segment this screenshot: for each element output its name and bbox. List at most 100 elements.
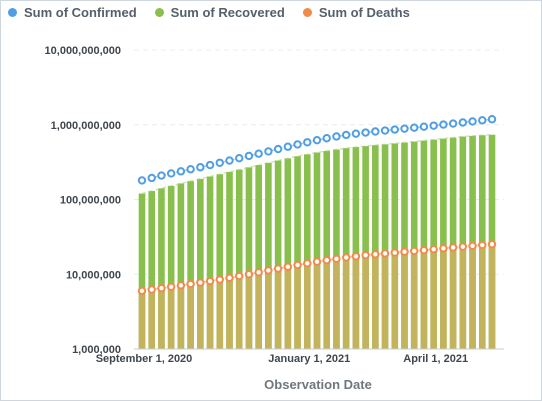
point-deaths[interactable] bbox=[254, 268, 263, 277]
point-deaths[interactable] bbox=[157, 284, 166, 293]
point-confirmed[interactable] bbox=[157, 171, 166, 180]
bar-deaths[interactable] bbox=[138, 290, 146, 349]
point-deaths[interactable] bbox=[186, 279, 195, 289]
point-confirmed[interactable] bbox=[215, 158, 224, 167]
bar-deaths[interactable] bbox=[226, 277, 233, 349]
legend-item-confirmed[interactable]: Sum of Confirmed bbox=[8, 5, 137, 20]
point-confirmed[interactable] bbox=[186, 165, 195, 174]
bar-recovered[interactable] bbox=[303, 154, 311, 349]
bar-recovered[interactable] bbox=[391, 143, 399, 349]
bar-deaths[interactable] bbox=[148, 289, 156, 349]
point-deaths[interactable] bbox=[419, 245, 429, 255]
bar-recovered[interactable] bbox=[342, 148, 350, 349]
point-deaths[interactable] bbox=[166, 282, 176, 291]
point-deaths[interactable] bbox=[196, 278, 205, 287]
point-deaths[interactable] bbox=[361, 250, 370, 260]
bar-recovered[interactable] bbox=[440, 138, 447, 349]
point-confirmed[interactable] bbox=[332, 132, 341, 141]
bar-recovered[interactable] bbox=[206, 176, 214, 349]
bar-recovered[interactable] bbox=[294, 156, 301, 349]
point-confirmed[interactable] bbox=[468, 117, 477, 126]
bar-recovered[interactable] bbox=[323, 150, 331, 349]
point-deaths[interactable] bbox=[293, 260, 302, 270]
point-confirmed[interactable] bbox=[390, 125, 399, 134]
bar-deaths[interactable] bbox=[313, 261, 321, 349]
point-confirmed[interactable] bbox=[283, 142, 293, 151]
bar-deaths[interactable] bbox=[469, 245, 476, 349]
point-confirmed[interactable] bbox=[225, 156, 234, 165]
bar-deaths[interactable] bbox=[235, 276, 243, 349]
point-confirmed[interactable] bbox=[439, 120, 448, 129]
point-deaths[interactable] bbox=[380, 249, 390, 258]
point-confirmed[interactable] bbox=[244, 151, 254, 161]
legend-item-recovered[interactable]: Sum of Recovered bbox=[154, 5, 285, 20]
bar-deaths[interactable] bbox=[488, 244, 496, 349]
point-deaths[interactable] bbox=[341, 253, 351, 262]
point-deaths[interactable] bbox=[283, 262, 293, 271]
bar-deaths[interactable] bbox=[255, 272, 262, 349]
bar-deaths[interactable] bbox=[410, 250, 418, 349]
bar-recovered[interactable] bbox=[265, 162, 272, 349]
bar-deaths[interactable] bbox=[245, 274, 253, 349]
point-confirmed[interactable] bbox=[361, 128, 370, 137]
point-confirmed[interactable] bbox=[458, 118, 468, 127]
bar-recovered[interactable] bbox=[177, 183, 185, 349]
bar-recovered[interactable] bbox=[148, 190, 156, 349]
bar-recovered[interactable] bbox=[138, 193, 146, 349]
bar-recovered[interactable] bbox=[333, 149, 340, 349]
point-deaths[interactable] bbox=[332, 254, 341, 263]
point-confirmed[interactable] bbox=[429, 121, 438, 130]
bar-recovered[interactable] bbox=[187, 181, 194, 349]
bar-deaths[interactable] bbox=[323, 260, 331, 349]
bar-deaths[interactable] bbox=[294, 264, 301, 349]
bar-deaths[interactable] bbox=[265, 270, 272, 349]
bar-recovered[interactable] bbox=[197, 178, 204, 349]
point-deaths[interactable] bbox=[147, 285, 156, 294]
bar-recovered[interactable] bbox=[274, 160, 282, 349]
bar-recovered[interactable] bbox=[226, 171, 233, 349]
point-deaths[interactable] bbox=[410, 246, 419, 256]
point-deaths[interactable] bbox=[312, 257, 322, 266]
bar-deaths[interactable] bbox=[206, 281, 214, 349]
point-deaths[interactable] bbox=[205, 276, 215, 286]
bar-deaths[interactable] bbox=[303, 263, 311, 349]
point-deaths[interactable] bbox=[439, 244, 448, 253]
point-confirmed[interactable] bbox=[235, 153, 244, 163]
point-confirmed[interactable] bbox=[312, 135, 322, 145]
point-deaths[interactable] bbox=[225, 273, 234, 283]
point-deaths[interactable] bbox=[264, 266, 273, 275]
point-deaths[interactable] bbox=[487, 240, 497, 249]
point-deaths[interactable] bbox=[390, 248, 399, 257]
bar-recovered[interactable] bbox=[352, 147, 360, 349]
bar-recovered[interactable] bbox=[372, 145, 379, 349]
point-confirmed[interactable] bbox=[166, 169, 176, 178]
bar-recovered[interactable] bbox=[401, 142, 408, 349]
point-confirmed[interactable] bbox=[419, 122, 429, 131]
point-confirmed[interactable] bbox=[487, 115, 497, 124]
bar-deaths[interactable] bbox=[197, 282, 204, 349]
point-confirmed[interactable] bbox=[254, 149, 263, 158]
point-deaths[interactable] bbox=[176, 281, 186, 290]
bar-deaths[interactable] bbox=[284, 266, 292, 349]
point-confirmed[interactable] bbox=[448, 119, 458, 128]
point-deaths[interactable] bbox=[468, 241, 477, 251]
bar-recovered[interactable] bbox=[245, 167, 253, 349]
bar-deaths[interactable] bbox=[342, 257, 350, 349]
bar-recovered[interactable] bbox=[410, 141, 418, 349]
bar-deaths[interactable] bbox=[187, 284, 194, 349]
point-confirmed[interactable] bbox=[380, 126, 390, 135]
point-deaths[interactable] bbox=[322, 256, 331, 265]
bar-deaths[interactable] bbox=[333, 258, 340, 349]
point-confirmed[interactable] bbox=[341, 130, 351, 140]
point-confirmed[interactable] bbox=[400, 124, 409, 133]
bar-deaths[interactable] bbox=[478, 245, 486, 349]
bar-deaths[interactable] bbox=[167, 286, 175, 349]
point-confirmed[interactable] bbox=[264, 147, 273, 156]
bar-recovered[interactable] bbox=[430, 139, 437, 349]
bar-deaths[interactable] bbox=[362, 255, 369, 349]
bar-recovered[interactable] bbox=[167, 185, 175, 349]
bar-deaths[interactable] bbox=[158, 288, 165, 349]
point-deaths[interactable] bbox=[400, 247, 409, 256]
point-deaths[interactable] bbox=[244, 270, 254, 279]
bar-deaths[interactable] bbox=[352, 256, 360, 349]
